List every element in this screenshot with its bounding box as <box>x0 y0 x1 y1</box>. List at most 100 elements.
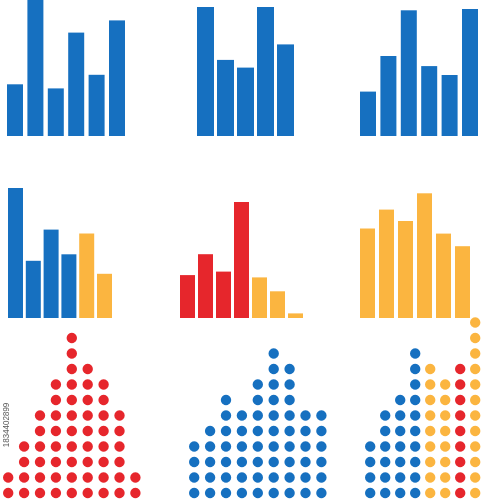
chart-dot <box>236 456 248 468</box>
chart-dot <box>98 456 109 468</box>
chart-dot <box>470 363 481 375</box>
chart-bar <box>234 202 249 318</box>
chart-dot <box>395 425 406 437</box>
chart-bar <box>421 66 438 136</box>
chart-dot <box>440 487 451 499</box>
chart-dot <box>98 472 109 483</box>
chart-bar <box>197 7 214 136</box>
chart-dot <box>455 487 466 499</box>
chart-dot <box>455 410 466 421</box>
chart-dot <box>66 332 78 344</box>
chart-dot <box>365 487 376 499</box>
chart-dot <box>455 472 466 483</box>
chart-dot <box>284 472 295 483</box>
chart-dot <box>66 472 78 483</box>
chart-dot <box>284 394 295 406</box>
chart-dot <box>284 456 295 468</box>
chart-dot <box>380 456 391 468</box>
chart-dot <box>114 472 125 483</box>
chart-dot <box>268 410 279 421</box>
chart-dot <box>252 441 263 452</box>
chart-dot <box>410 441 421 452</box>
chart-dot <box>82 487 93 499</box>
dot-matrix-chart-icon <box>3 332 141 499</box>
chart-dot <box>66 441 78 452</box>
chart-dot <box>114 487 125 499</box>
chart-dot <box>470 410 481 421</box>
chart-bar <box>252 277 267 318</box>
chart-dot <box>3 472 14 483</box>
chart-dot <box>66 363 78 375</box>
chart-dot <box>268 456 279 468</box>
chart-bar <box>455 246 470 318</box>
chart-dot <box>34 410 46 421</box>
chart-dot <box>114 425 125 437</box>
chart-dot <box>34 425 46 437</box>
chart-dot <box>300 410 311 421</box>
chart-dot <box>3 487 14 499</box>
chart-dot <box>204 456 216 468</box>
chart-bar <box>109 20 125 136</box>
chart-dot <box>395 456 406 468</box>
chart-dot <box>365 441 376 452</box>
chart-dot <box>66 410 78 421</box>
chart-bar <box>398 221 413 318</box>
bar-chart-icon <box>8 188 112 318</box>
chart-dot <box>50 441 62 452</box>
chart-dot <box>82 425 93 437</box>
chart-dot <box>82 410 93 421</box>
chart-dot <box>455 456 466 468</box>
chart-bar <box>417 193 432 318</box>
chart-dot <box>50 472 62 483</box>
chart-dot <box>220 441 232 452</box>
chart-dot <box>300 487 311 499</box>
chart-dot <box>395 487 406 499</box>
chart-dot <box>470 472 481 483</box>
chart-dot <box>284 379 295 390</box>
chart-dot <box>189 487 200 499</box>
chart-dot <box>470 348 481 359</box>
chart-dot <box>98 394 109 406</box>
chart-dot <box>34 441 46 452</box>
chart-dot <box>425 425 436 437</box>
chart-dot <box>410 425 421 437</box>
chart-dot <box>82 363 93 375</box>
chart-dot <box>410 379 421 390</box>
chart-bar <box>88 74 105 136</box>
chart-dot <box>130 472 141 483</box>
chart-dot <box>220 456 232 468</box>
chart-dot <box>410 456 421 468</box>
chart-bar <box>360 91 376 136</box>
chart-dot <box>220 425 232 437</box>
chart-dot <box>268 379 279 390</box>
chart-dot <box>114 410 125 421</box>
chart-bar <box>180 275 195 318</box>
chart-dot <box>425 379 436 390</box>
chart-bar <box>436 233 451 318</box>
chart-dot <box>34 472 46 483</box>
chart-bar <box>27 0 44 136</box>
chart-dot <box>470 441 481 452</box>
chart-dot <box>268 425 279 437</box>
chart-bar <box>270 291 285 318</box>
chart-dot <box>18 441 30 452</box>
chart-dot <box>425 456 436 468</box>
bar-chart-icon <box>360 9 478 136</box>
chart-bar <box>288 313 303 318</box>
chart-bar <box>79 233 95 318</box>
chart-dot <box>220 394 232 406</box>
chart-dot <box>440 425 451 437</box>
chart-dot <box>66 487 78 499</box>
chart-dot <box>300 472 311 483</box>
chart-bar <box>61 254 77 318</box>
chart-dot <box>130 487 141 499</box>
dot-matrix-chart-icon <box>189 348 327 499</box>
chart-dot <box>252 410 263 421</box>
chart-dot <box>365 472 376 483</box>
chart-dot <box>284 441 295 452</box>
chart-dot <box>380 410 391 421</box>
chart-dot <box>425 363 436 375</box>
chart-dot <box>236 410 248 421</box>
chart-dot <box>268 472 279 483</box>
